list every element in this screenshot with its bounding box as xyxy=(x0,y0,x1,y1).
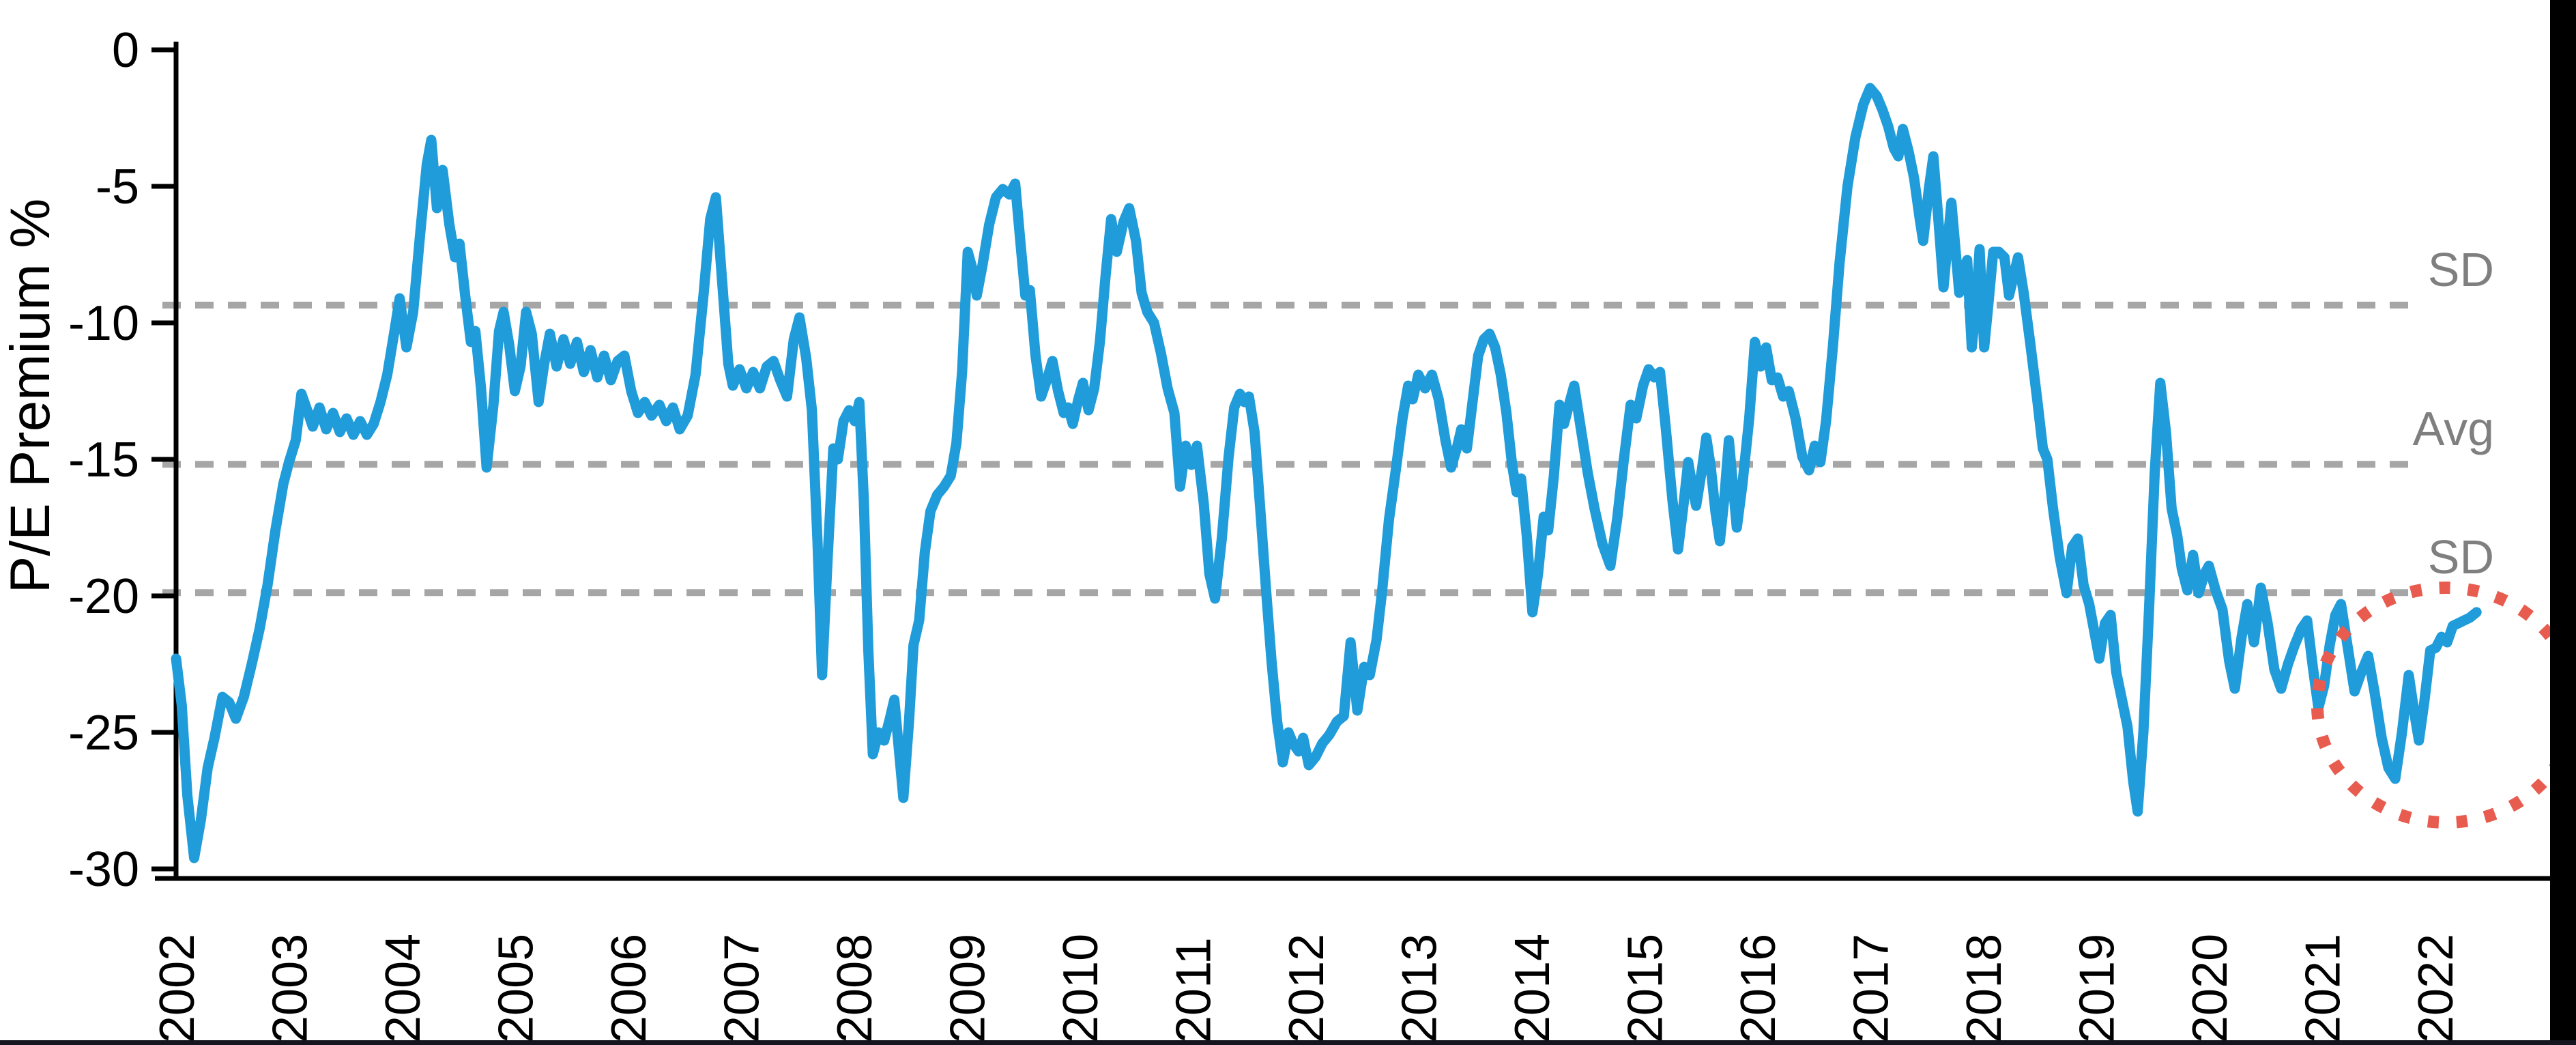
x-axis-tick-label: 2021 xyxy=(2296,934,2351,1043)
highlight-circle xyxy=(2311,582,2576,829)
x-axis-tick-label: 2014 xyxy=(1505,934,1560,1043)
x-axis-tick-label: 2013 xyxy=(1393,934,1447,1043)
sd-gridline-label-0: SD xyxy=(2428,243,2494,296)
x-axis-tick-label: 2010 xyxy=(1054,934,1108,1043)
pe-premium-line xyxy=(171,83,2482,863)
x-axis-tick-label: 2019 xyxy=(2070,934,2125,1043)
x-axis-tick-label: 2002 xyxy=(150,934,205,1043)
y-axis-tick-label: -10 xyxy=(68,296,139,351)
x-axis-tick-label: 2006 xyxy=(602,934,656,1043)
y-axis-tick-label: -15 xyxy=(68,433,139,487)
x-axis-tick-label: 2015 xyxy=(1619,934,1673,1043)
x-axis-tick-label: 2009 xyxy=(941,934,996,1043)
y-axis-tick-label: 0 xyxy=(112,23,139,78)
bottom-edge-line xyxy=(0,1040,2576,1045)
y-axis-tick-label: -5 xyxy=(96,160,139,214)
x-axis-tick-label: 2007 xyxy=(715,934,770,1043)
x-axis-tick-label: 2016 xyxy=(1731,934,1786,1043)
avg-gridline-label-1: Avg xyxy=(2413,402,2494,455)
y-axis-title: P/E Premium % xyxy=(0,199,61,594)
sd-gridline-label-2: SD xyxy=(2428,530,2494,584)
series-layer xyxy=(171,83,2482,863)
x-axis-tick-label: 2020 xyxy=(2183,934,2238,1043)
x-axis-tick-label: 2011 xyxy=(1167,937,1221,1043)
x-axis-tick-label: 2012 xyxy=(1279,934,1334,1043)
y-axis-tick-label: -25 xyxy=(68,706,139,760)
right-edge-bar xyxy=(2550,0,2576,1045)
annotation-layer xyxy=(2311,582,2576,829)
reference-lines-layer: SD Avg SD xyxy=(162,243,2494,597)
x-axis-tick-label: 2017 xyxy=(1844,934,1899,1043)
y-axis-tick-label: -30 xyxy=(68,842,139,897)
y-axis-tick-label: -20 xyxy=(68,569,139,624)
x-axis-tick-label: 2008 xyxy=(828,934,882,1043)
x-axis-tick-label: 2004 xyxy=(376,934,431,1043)
x-axis-tick-label: 2018 xyxy=(1957,934,2012,1043)
x-axis-tick-label: 2022 xyxy=(2409,934,2463,1043)
x-axis-tick-label: 2003 xyxy=(263,934,318,1043)
x-axis-tick-label: 2005 xyxy=(489,934,544,1043)
